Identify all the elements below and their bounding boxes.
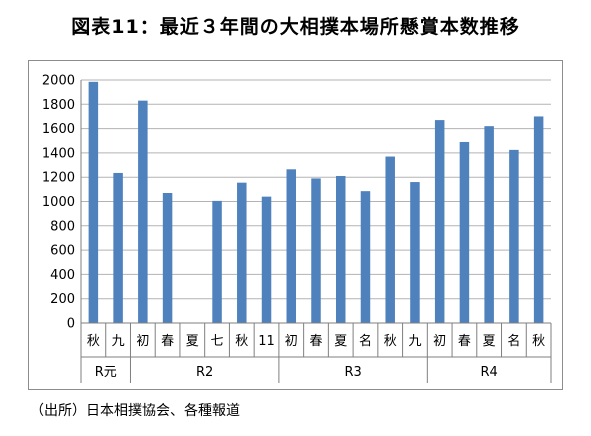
x-tick-label: 夏	[334, 334, 347, 349]
y-tick-label: 2000	[42, 74, 75, 89]
y-tick-label: 800	[50, 219, 75, 234]
x-tick-label: 九	[112, 334, 125, 349]
x-tick-label: 七	[211, 334, 224, 349]
bar	[533, 116, 544, 323]
bar	[335, 175, 346, 323]
bar	[286, 169, 297, 323]
bar	[385, 156, 395, 323]
bar	[212, 200, 222, 323]
x-tick-label: 秋	[235, 334, 248, 349]
bar	[410, 182, 420, 323]
bar	[261, 196, 272, 323]
bar-chart: 0200400600800100012001400160018002000秋九初…	[42, 74, 552, 383]
x-tick-label: 初	[136, 334, 149, 349]
bar	[434, 120, 445, 323]
y-tick-label: 600	[50, 244, 75, 259]
x-tick-label: 春	[309, 334, 322, 349]
x-tick-label: 秋	[87, 334, 100, 349]
x-tick-label: 初	[433, 334, 446, 349]
group-label: R2	[196, 365, 213, 380]
bar	[459, 141, 470, 323]
x-tick-label: 初	[285, 334, 298, 349]
y-tick-label: 200	[50, 292, 75, 307]
bar	[509, 149, 519, 323]
x-tick-label: 夏	[186, 334, 199, 349]
x-tick-label: 名	[359, 333, 372, 349]
y-tick-label: 1000	[42, 195, 75, 210]
bar	[237, 182, 247, 323]
source-note: （出所）日本相撲協会、各種報道	[30, 403, 240, 419]
group-label: R4	[481, 365, 498, 380]
group-label: R元	[95, 365, 117, 380]
x-tick-label: 秋	[384, 334, 397, 349]
page-title: 図表11：最近３年間の大相撲本場所懸賞本数推移	[71, 16, 520, 38]
x-tick-label: 11	[258, 334, 275, 349]
y-tick-label: 0	[67, 317, 75, 332]
bar	[162, 192, 173, 323]
x-tick-label: 春	[458, 334, 471, 349]
chart-frame: 0 200 400 600 800 1000 1200 1400 1600 1800 2000 秋九初…	[28, 60, 563, 390]
y-tick-label: 1600	[42, 122, 75, 137]
bar	[88, 81, 99, 323]
x-tick-label: 九	[408, 334, 421, 349]
bar	[484, 126, 494, 323]
bar	[360, 191, 371, 323]
y-tick-label: 1800	[42, 98, 75, 113]
y-tick-label: 1400	[42, 146, 75, 161]
x-tick-label: 秋	[532, 334, 545, 349]
x-tick-label: 名	[507, 333, 520, 349]
bar	[138, 100, 148, 323]
y-tick-label: 400	[50, 268, 75, 283]
bar	[311, 178, 321, 323]
x-tick-label: 春	[161, 334, 174, 349]
group-label: R3	[344, 365, 361, 380]
y-tick-label: 1200	[42, 171, 75, 186]
x-tick-label: 夏	[483, 334, 496, 349]
bar	[113, 172, 123, 323]
